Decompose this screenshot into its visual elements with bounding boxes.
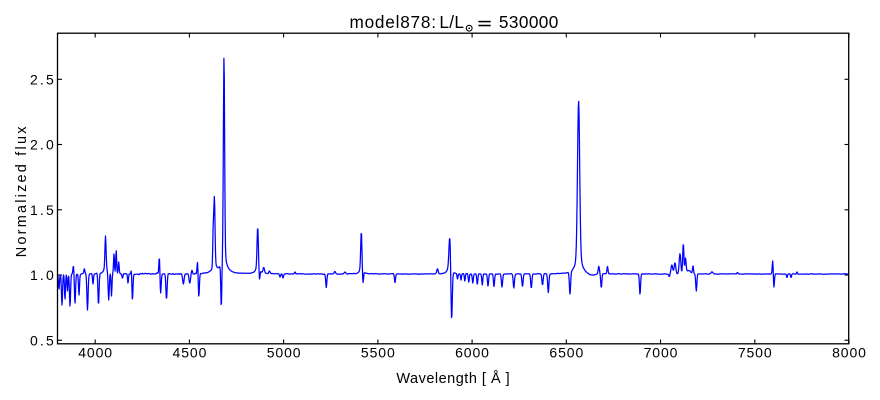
svg-text:6500: 6500 xyxy=(549,345,584,361)
svg-text:0.5: 0.5 xyxy=(30,332,56,348)
svg-text:L/L: L/L xyxy=(439,12,464,32)
svg-text:Wavelength [ Å ]: Wavelength [ Å ] xyxy=(396,370,510,387)
svg-text:2.0: 2.0 xyxy=(30,137,56,153)
svg-text:8000: 8000 xyxy=(832,345,867,361)
svg-text:Normalized flux: Normalized flux xyxy=(14,124,30,257)
svg-text:1.5: 1.5 xyxy=(30,202,56,218)
svg-text:1.0: 1.0 xyxy=(30,267,56,283)
svg-text:530000: 530000 xyxy=(499,12,559,32)
svg-text:7000: 7000 xyxy=(644,345,679,361)
svg-text:5500: 5500 xyxy=(361,345,396,361)
svg-text:2.5: 2.5 xyxy=(30,71,56,87)
svg-text:4500: 4500 xyxy=(173,345,208,361)
svg-text:model878:: model878: xyxy=(350,12,437,32)
svg-text:4000: 4000 xyxy=(78,345,113,361)
svg-text:5000: 5000 xyxy=(267,345,302,361)
svg-text:6000: 6000 xyxy=(455,345,490,361)
svg-text:7500: 7500 xyxy=(738,345,773,361)
